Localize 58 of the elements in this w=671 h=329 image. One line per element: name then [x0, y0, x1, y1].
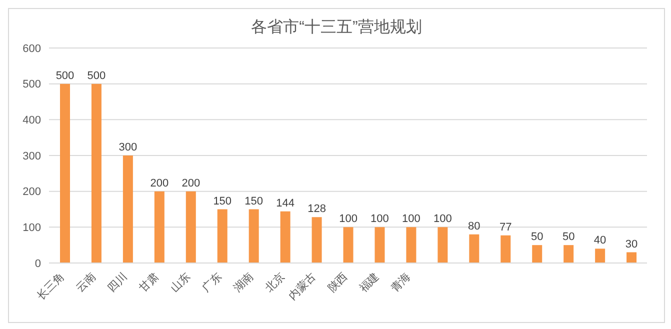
- chart-title: 各省市“十三五”营地规划: [250, 18, 423, 38]
- x-tick-label: 四川: [105, 270, 130, 295]
- x-tick-label: 甘肃: [136, 270, 162, 295]
- bar: [595, 248, 606, 263]
- bar: [217, 209, 228, 263]
- data-label: 500: [56, 70, 74, 82]
- bar: [438, 227, 448, 263]
- data-label: 30: [625, 238, 638, 250]
- y-tick-label: 300: [22, 150, 41, 162]
- bar: [122, 156, 133, 263]
- data-label: 100: [370, 213, 389, 226]
- x-tick-label: 北京: [262, 270, 288, 295]
- y-tick-label: 500: [22, 78, 41, 91]
- data-label: 40: [594, 234, 606, 247]
- data-label: 100: [402, 213, 420, 226]
- x-tick-label: 长三角: [34, 270, 67, 302]
- data-label: 144: [276, 197, 294, 210]
- data-label: 77: [500, 221, 512, 234]
- y-tick-label: 0: [34, 258, 41, 270]
- bar: [186, 191, 196, 263]
- bar: [312, 217, 322, 263]
- bar: [60, 84, 70, 263]
- bar: [374, 227, 385, 263]
- x-tick-label: 福建: [356, 270, 382, 295]
- data-label: 200: [150, 177, 169, 190]
- data-label: 128: [308, 203, 326, 216]
- bar: [564, 245, 574, 263]
- bar: [91, 84, 102, 263]
- bar: [406, 227, 416, 263]
- bar: [343, 227, 354, 263]
- x-tick-label: 湖南: [230, 270, 256, 295]
- data-label: 150: [213, 195, 232, 208]
- data-label: 50: [530, 231, 544, 244]
- bar: [469, 234, 480, 263]
- bar: [626, 252, 637, 263]
- y-tick-label: 100: [22, 222, 41, 234]
- y-tick-label: 600: [22, 42, 41, 55]
- x-tick-label: 云南: [74, 270, 98, 295]
- bar: [280, 211, 290, 263]
- data-label: 80: [468, 220, 480, 232]
- bar: [500, 235, 511, 263]
- bar: [154, 191, 164, 263]
- y-tick-label: 200: [22, 186, 41, 198]
- data-label: 100: [339, 213, 358, 226]
- x-tick-label: 青海: [388, 270, 414, 295]
- x-tick-label: 陕西: [326, 270, 350, 295]
- x-tick-label: 山东: [168, 270, 193, 295]
- data-label: 100: [434, 213, 452, 226]
- data-label: 200: [182, 177, 200, 190]
- data-label: 500: [87, 70, 106, 82]
- x-tick-label: 内蒙古: [286, 270, 319, 302]
- x-tick-label: 广东: [199, 270, 224, 295]
- bar: [248, 209, 259, 263]
- bar: [532, 245, 542, 263]
- data-label: 300: [118, 142, 138, 154]
- data-label: 50: [562, 231, 575, 244]
- y-tick-label: 400: [22, 114, 41, 127]
- data-label: 150: [244, 195, 264, 208]
